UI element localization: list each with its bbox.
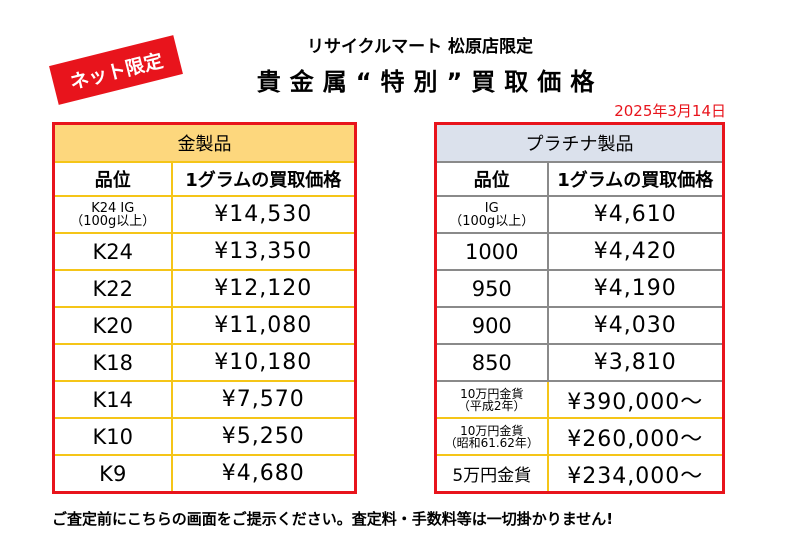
price-cell: ¥11,080 [170,306,357,345]
grade-cell: K22 [52,269,173,308]
price-cell: ¥12,120 [170,269,357,308]
table-row: 5万円金貨 ¥234,000〜 [434,454,725,494]
table-row: 900 ¥4,030 [434,306,725,345]
table-row: K10 ¥5,250 [52,417,357,456]
footnote: ご査定前にこちらの画面をご提示ください。査定料・手数料等は一切掛かりません! [52,510,614,528]
grade-cell: K20 [52,306,173,345]
gold-price-header: 1グラムの買取価格 [170,161,357,197]
price-cell: ¥260,000〜 [546,417,725,456]
net-only-badge: ネット限定 [49,35,183,105]
table-row: IG （100g以上） ¥4,610 [434,195,725,234]
grade-cell: 950 [434,269,549,308]
price-cell: ¥7,570 [170,380,357,419]
gold-price-table: 金製品 品位 1グラムの買取価格 K24 IG （100g以上） ¥14,530… [52,122,357,494]
grade-line: K24 IG [91,200,135,216]
price-cell: ¥13,350 [170,232,357,271]
grade-cell: K14 [52,380,173,419]
price-cell: ¥3,810 [546,343,725,382]
grade-cell: K18 [52,343,173,382]
grade-note: （平成2年） [457,398,526,413]
table-row: K9 ¥4,680 [52,454,357,494]
price-cell: ¥10,180 [170,343,357,382]
grade-cell: 10万円金貨 （平成2年） [434,380,549,419]
table-row: 950 ¥4,190 [434,269,725,308]
platinum-table-caption: プラチナ製品 [434,122,725,163]
table-row: 850 ¥3,810 [434,343,725,382]
gold-grade-header: 品位 [52,161,173,197]
grade-cell: 900 [434,306,549,345]
price-cell: ¥234,000〜 [546,454,725,494]
grade-cell: K10 [52,417,173,456]
price-cell: ¥4,610 [546,195,725,234]
table-row: 1000 ¥4,420 [434,232,725,271]
grade-line: IG [484,200,499,216]
table-row: K18 ¥10,180 [52,343,357,382]
table-row: K24 ¥13,350 [52,232,357,271]
table-row: K20 ¥11,080 [52,306,357,345]
table-row: 10万円金貨 （昭和61.62年） ¥260,000〜 [434,417,725,456]
grade-cell: 850 [434,343,549,382]
table-row: 10万円金貨 （平成2年） ¥390,000〜 [434,380,725,419]
grade-cell: K24 [52,232,173,271]
grade-cell: K24 IG （100g以上） [52,195,173,234]
table-row: K24 IG （100g以上） ¥14,530 [52,195,357,234]
table-row: K22 ¥12,120 [52,269,357,308]
platinum-price-table: プラチナ製品 品位 1グラムの買取価格 IG （100g以上） ¥4,610 1… [434,122,725,494]
grade-cell: IG （100g以上） [434,195,549,234]
platinum-price-header: 1グラムの買取価格 [546,161,725,197]
grade-note: （昭和61.62年） [444,435,539,450]
table-row: K14 ¥7,570 [52,380,357,419]
price-cell: ¥5,250 [170,417,357,456]
price-cell: ¥4,190 [546,269,725,308]
platinum-grade-header: 品位 [434,161,549,197]
price-cell: ¥390,000〜 [546,380,725,419]
page-title: 貴金属“特別”買取価格 [256,68,604,96]
grade-cell: 10万円金貨 （昭和61.62年） [434,417,549,456]
grade-cell: 5万円金貨 [434,454,549,494]
price-cell: ¥4,030 [546,306,725,345]
store-name: リサイクルマート 松原店限定 [306,37,534,57]
grade-note: （100g以上） [449,213,535,229]
grade-cell: 1000 [434,232,549,271]
price-cell: ¥4,420 [546,232,725,271]
gold-table-caption: 金製品 [52,122,357,163]
grade-note: （100g以上） [70,213,156,229]
grade-line: 10万円金貨 [460,386,524,401]
grade-cell: K9 [52,454,173,494]
grade-line: 10万円金貨 [460,423,524,438]
price-cell: ¥4,680 [170,454,357,494]
price-date: 2025年3月14日 [614,102,726,120]
price-cell: ¥14,530 [170,195,357,234]
